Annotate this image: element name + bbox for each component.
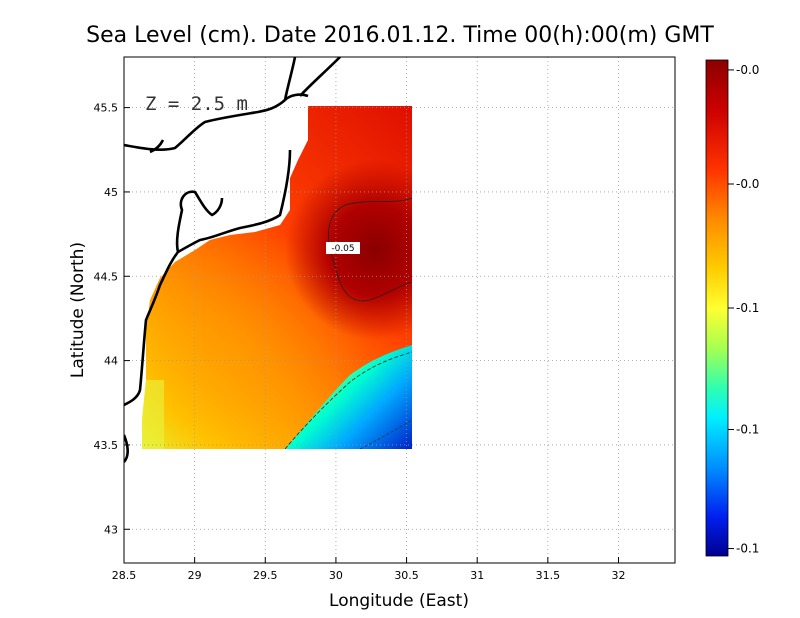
- contour-line-south: [359, 419, 412, 449]
- contour-line-southeast: [284, 351, 412, 449]
- colorbar-tick-label: -0.0: [736, 63, 759, 77]
- y-tick-label: 45.5: [94, 102, 119, 115]
- x-tick-label: 29.5: [253, 569, 278, 582]
- y-tick-label: 43.5: [94, 439, 119, 452]
- x-tick-label: 29: [188, 569, 202, 582]
- x-tick-label: 30: [329, 569, 343, 582]
- contour-line-hotspot: [328, 197, 412, 302]
- colorbar: [706, 60, 728, 556]
- y-tick-label: 45: [104, 186, 118, 199]
- x-tick-label: 32: [611, 569, 625, 582]
- coastline: [124, 57, 341, 463]
- x-axis-label: Longitude (East): [329, 591, 469, 611]
- x-tick-label: 28.5: [112, 569, 137, 582]
- colorbar-tick-label: -0.0: [736, 177, 759, 191]
- x-tick-label: 31: [470, 569, 484, 582]
- y-tick-label: 44: [104, 355, 118, 368]
- colorbar-tick-label: -0.1: [736, 301, 759, 315]
- colorbar-ticks: -0.0 -0.0 -0.1 -0.1 -0.1: [728, 63, 759, 556]
- y-axis-ticks: 43 43.5 44 44.5 45 45.5: [94, 102, 130, 536]
- colorbar-tick-label: -0.1: [736, 542, 759, 556]
- chart-title: Sea Level (cm). Date 2016.01.12. Time 00…: [86, 23, 714, 48]
- y-tick-label: 43: [104, 523, 118, 536]
- y-tick-label: 44.5: [94, 270, 119, 283]
- x-axis-ticks: 28.5 29 29.5 30 30.5 31 31.5 32: [112, 557, 625, 582]
- plot-frame: [123, 56, 676, 564]
- contour-lines: [284, 197, 412, 449]
- depth-annotation: Z = 2.5 m: [145, 93, 248, 115]
- contour-label: -0.05: [331, 244, 354, 254]
- grid: [124, 57, 675, 563]
- x-tick-label: 31.5: [536, 569, 561, 582]
- y-axis-label: Latitude (North): [68, 242, 88, 378]
- contour-label-box: [326, 242, 360, 254]
- colorbar-tick-label: -0.1: [736, 423, 759, 437]
- x-tick-label: 30.5: [394, 569, 419, 582]
